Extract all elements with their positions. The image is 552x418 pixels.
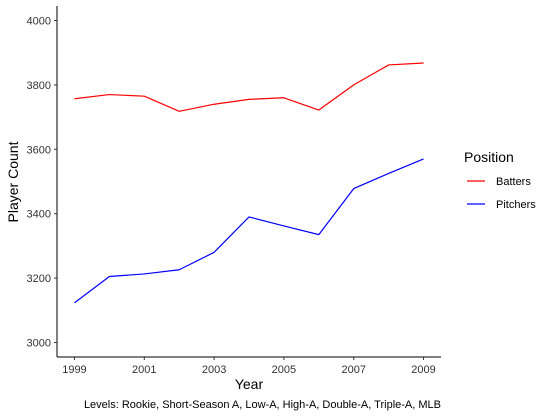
legend-label-pitchers: Pitchers	[496, 199, 536, 211]
x-tick-label: 2009	[411, 364, 435, 376]
y-tick-label: 3800	[27, 80, 51, 92]
plot-area	[74, 62, 424, 304]
legend: Position Batters Pitchers	[464, 149, 536, 211]
y-tick-label: 3000	[27, 338, 51, 350]
x-tick-label: 1999	[62, 364, 86, 376]
x-tick-label: 2003	[202, 364, 226, 376]
x-axis-title: Year	[235, 376, 264, 392]
y-axis-title: Player Count	[5, 141, 21, 222]
legend-label-batters: Batters	[496, 176, 531, 188]
x-tick-label: 2007	[341, 364, 365, 376]
y-tick-label: 3200	[27, 273, 51, 285]
y-tick-label: 3400	[27, 209, 51, 221]
legend-title: Position	[464, 149, 514, 165]
y-tick-label: 3600	[27, 144, 51, 156]
series-line-pitchers	[74, 158, 424, 304]
x-tick-label: 2005	[272, 364, 296, 376]
y-axis-ticks: 3000 3200 3400 3600 3800 4000	[27, 15, 57, 350]
series-line-batters	[74, 62, 424, 112]
x-tick-label: 2001	[132, 364, 156, 376]
y-tick-label: 4000	[27, 15, 51, 27]
chart-caption: Levels: Rookie, Short-Season A, Low-A, H…	[84, 399, 441, 411]
x-axis-ticks: 1999 2001 2003 2005 2007 2009	[62, 357, 436, 376]
